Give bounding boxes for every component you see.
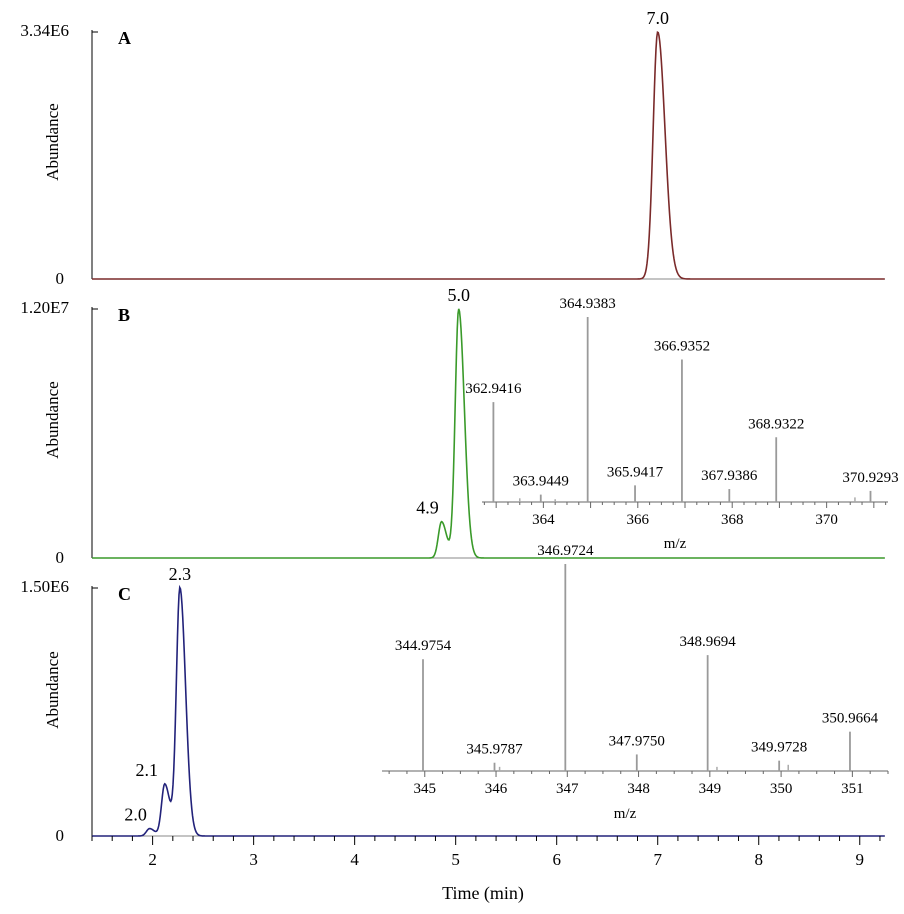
inset-tick-label: 364 [532, 512, 555, 528]
inset-tick-label: 347 [556, 781, 579, 797]
inset-peak-label: 362.9416 [465, 381, 522, 397]
peak-label: 2.3 [169, 564, 192, 584]
panel-label: C [118, 584, 131, 604]
inset-tick-label: 351 [841, 781, 864, 797]
mass-spectrum-inset: 345 346 347 348 349 350 351 m/z 344.9754 345.9787… [382, 543, 889, 822]
x-tick-label: 2 [148, 850, 157, 869]
inset-tick-label: 346 [485, 781, 508, 797]
inset-x-title: m/z [664, 536, 687, 552]
inset-peak-label: 347.9750 [609, 733, 665, 749]
y-max-label: 1.50E6 [20, 577, 69, 596]
chromatogram-trace [92, 30, 885, 280]
inset-x-title: m/z [614, 806, 637, 822]
inset-tick-label: 366 [627, 512, 650, 528]
peak-label: 2.0 [124, 805, 147, 825]
peak-label: 4.9 [416, 498, 439, 518]
inset-tick-label: 350 [770, 781, 793, 797]
x-tick-label: 5 [451, 850, 460, 869]
inset-tick-label: 370 [815, 512, 838, 528]
inset-peak-label: 368.9322 [748, 416, 804, 432]
y-zero-label: 0 [56, 548, 65, 567]
panel-label: A [118, 28, 131, 48]
inset-peak-label: 344.9754 [395, 638, 452, 654]
x-tick-label: 3 [249, 850, 258, 869]
inset-tick-label: 349 [699, 781, 722, 797]
y-axis-title: Abundance [43, 381, 62, 458]
panel-a: 3.34E6 0 Abundance A 7.0 [20, 8, 885, 288]
inset-peak-label: 370.9293 [842, 470, 898, 486]
chromatogram-trace [92, 584, 885, 837]
inset-peak-label: 364.9383 [560, 296, 616, 312]
peak-label: 2.1 [135, 760, 158, 780]
inset-peak-label: 348.9694 [680, 634, 737, 650]
inset-peak-label: 349.9728 [751, 740, 807, 756]
peak-label: 7.0 [646, 8, 669, 28]
inset-peak-label: 367.9386 [701, 468, 758, 484]
inset-peak-label: 346.9724 [537, 543, 594, 559]
inset-peak-label: 365.9417 [607, 464, 664, 480]
x-tick-label: 8 [754, 850, 763, 869]
x-tick-label: 7 [653, 850, 662, 869]
x-axis-title: Time (min) [442, 883, 524, 904]
x-tick-label: 4 [350, 850, 359, 869]
inset-tick-label: 348 [627, 781, 650, 797]
y-axis-title: Abundance [43, 103, 62, 180]
chromatogram-trace [92, 308, 885, 559]
y-axis-title: Abundance [43, 651, 62, 728]
y-max-label: 3.34E6 [20, 21, 69, 40]
x-tick-label: 9 [855, 850, 864, 869]
inset-peak-label: 366.9352 [654, 339, 710, 355]
peak-label: 5.0 [447, 285, 470, 305]
x-tick-label: 6 [552, 850, 561, 869]
y-zero-label: 0 [56, 269, 65, 288]
inset-peak-label: 345.9787 [466, 742, 523, 758]
y-zero-label: 0 [56, 826, 65, 845]
panel-label: B [118, 305, 130, 325]
inset-tick-label: 345 [414, 781, 437, 797]
inset-peak-label: 350.9664 [822, 711, 879, 727]
inset-tick-label: 368 [721, 512, 744, 528]
inset-peak-label: 363.9449 [513, 474, 569, 490]
y-max-label: 1.20E7 [20, 298, 69, 317]
mass-spectrum-inset: 364 366 368 370 m/z 362.9416 363.9449 364.9383 3… [465, 296, 898, 552]
